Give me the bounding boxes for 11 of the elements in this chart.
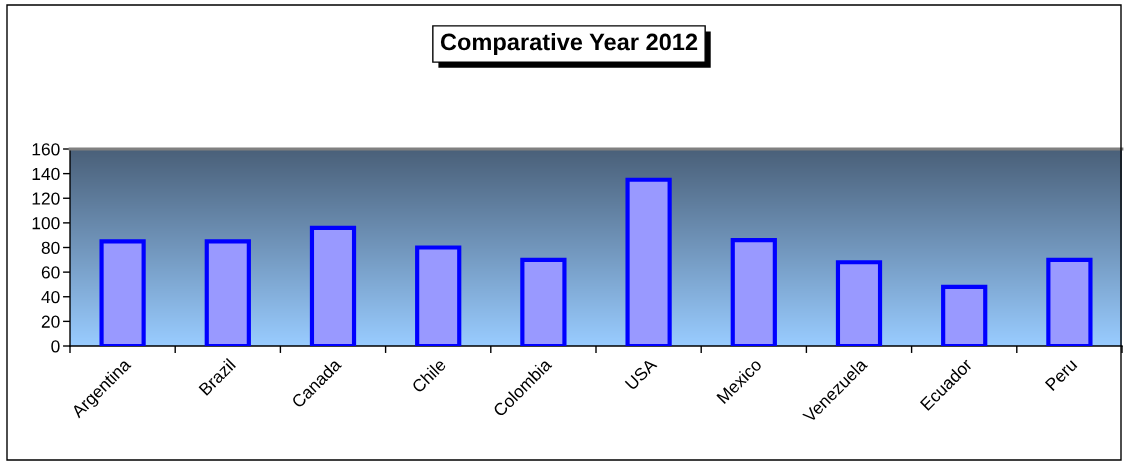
chart-title: Comparative Year 2012	[440, 33, 698, 55]
y-tick-label: 40	[41, 290, 60, 304]
y-tick-label: 60	[41, 266, 60, 279]
y-tick-label: 80	[41, 241, 60, 254]
y-tick-label: 20	[41, 315, 60, 328]
y-tick-label: 160	[32, 143, 60, 156]
y-tick-label: 100	[32, 217, 60, 230]
y-tick-label: 0	[51, 340, 60, 353]
y-tick-label: 120	[32, 192, 60, 205]
x-tick-label: USA	[624, 357, 658, 391]
y-tick-label: 140	[32, 167, 60, 181]
